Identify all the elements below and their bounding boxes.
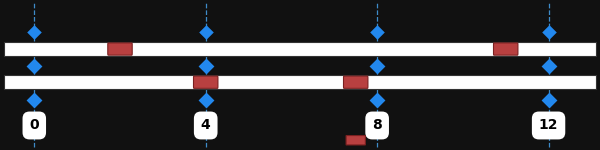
- Text: 4: 4: [201, 118, 211, 132]
- Text: 8: 8: [372, 118, 382, 132]
- Point: [544, 64, 553, 67]
- Text: 0: 0: [29, 118, 39, 132]
- FancyBboxPatch shape: [346, 136, 365, 145]
- Point: [544, 31, 553, 33]
- Point: [201, 31, 211, 33]
- Bar: [4, 42, 596, 56]
- Point: [544, 98, 553, 101]
- Text: 12: 12: [539, 118, 559, 132]
- Point: [29, 98, 39, 101]
- FancyBboxPatch shape: [493, 43, 518, 55]
- Point: [373, 31, 382, 33]
- FancyBboxPatch shape: [193, 76, 218, 88]
- Point: [29, 64, 39, 67]
- Point: [373, 64, 382, 67]
- Bar: [4, 75, 596, 89]
- FancyBboxPatch shape: [343, 76, 368, 88]
- Point: [373, 98, 382, 101]
- Point: [201, 64, 211, 67]
- FancyBboxPatch shape: [108, 43, 132, 55]
- Point: [29, 31, 39, 33]
- Point: [201, 98, 211, 101]
